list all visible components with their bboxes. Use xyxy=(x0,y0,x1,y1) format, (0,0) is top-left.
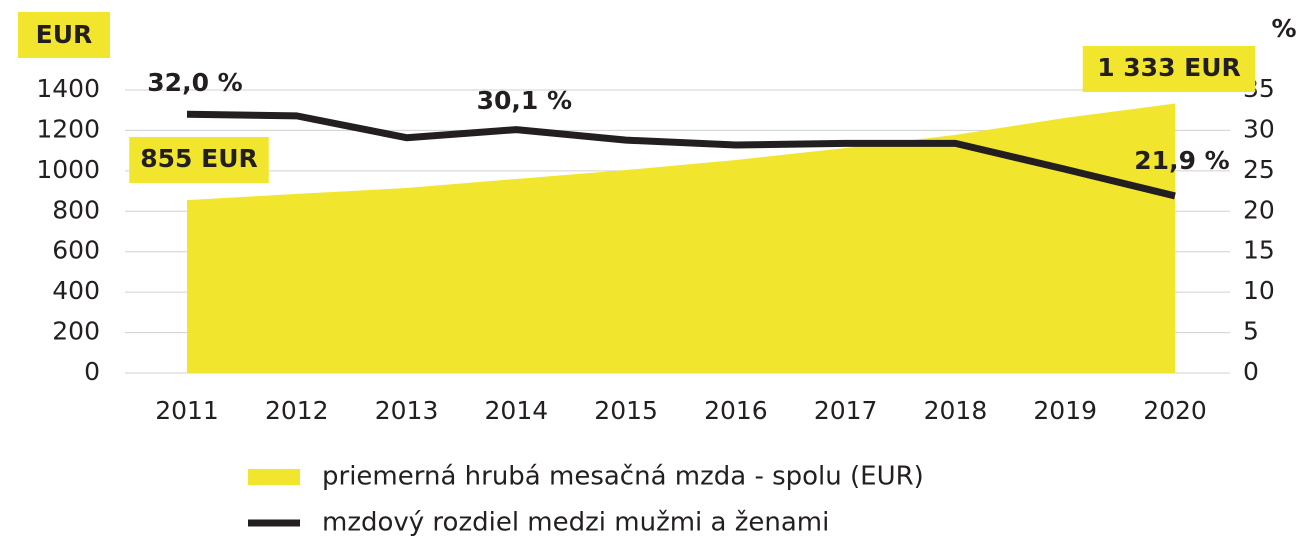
y2-tick-label: 30 xyxy=(1243,114,1275,143)
data-label: 1 333 EUR xyxy=(1097,53,1241,82)
y-tick-label: 0 xyxy=(84,357,100,386)
data-label-box xyxy=(1082,46,1256,92)
data-label: 855 EUR xyxy=(140,144,258,173)
x-tick-label: 2011 xyxy=(155,396,219,425)
x-tick-label: 2013 xyxy=(375,396,439,425)
y-axis-title-box xyxy=(18,12,110,58)
y-tick-label: 600 xyxy=(52,236,100,265)
y2-tick-label: 0 xyxy=(1243,357,1259,386)
legend-label: mzdový rozdiel medzi mužmi a ženami xyxy=(322,508,829,538)
y2-tick-label: 25 xyxy=(1243,155,1275,184)
y2-tick-label: 5 xyxy=(1243,317,1259,346)
x-tick-label: 2020 xyxy=(1143,396,1207,425)
y2-tick-label: 20 xyxy=(1243,195,1275,224)
x-tick-label: 2018 xyxy=(924,396,988,425)
y-tick-label: 400 xyxy=(52,276,100,305)
x-tick-label: 2016 xyxy=(704,396,768,425)
x-tick-label: 2012 xyxy=(265,396,329,425)
y2-tick-label: 15 xyxy=(1243,236,1275,265)
x-tick-label: 2015 xyxy=(594,396,658,425)
legend-swatch xyxy=(248,469,300,485)
x-tick-label: 2014 xyxy=(485,396,549,425)
area xyxy=(187,103,1175,373)
data-label: 30,1 % xyxy=(477,86,572,115)
y2-tick-label: 10 xyxy=(1243,276,1275,305)
data-label: 32,0 % xyxy=(147,68,242,97)
y-tick-label: 200 xyxy=(52,317,100,346)
y-tick-label: 1000 xyxy=(36,155,100,184)
y-tick-label: 1200 xyxy=(36,114,100,143)
y2-axis-title: % xyxy=(1271,14,1296,43)
data-label: 21,9 % xyxy=(1134,146,1229,175)
x-tick-label: 2019 xyxy=(1033,396,1097,425)
line xyxy=(186,110,1176,200)
x-tick-label: 2017 xyxy=(814,396,878,425)
legend-label: priemerná hrubá mesačná mzda - spolu (EU… xyxy=(322,462,924,492)
y-tick-label: 1400 xyxy=(36,74,100,103)
y-axis-title: EUR xyxy=(36,20,93,49)
data-label-box xyxy=(129,137,269,183)
y-tick-label: 800 xyxy=(52,195,100,224)
